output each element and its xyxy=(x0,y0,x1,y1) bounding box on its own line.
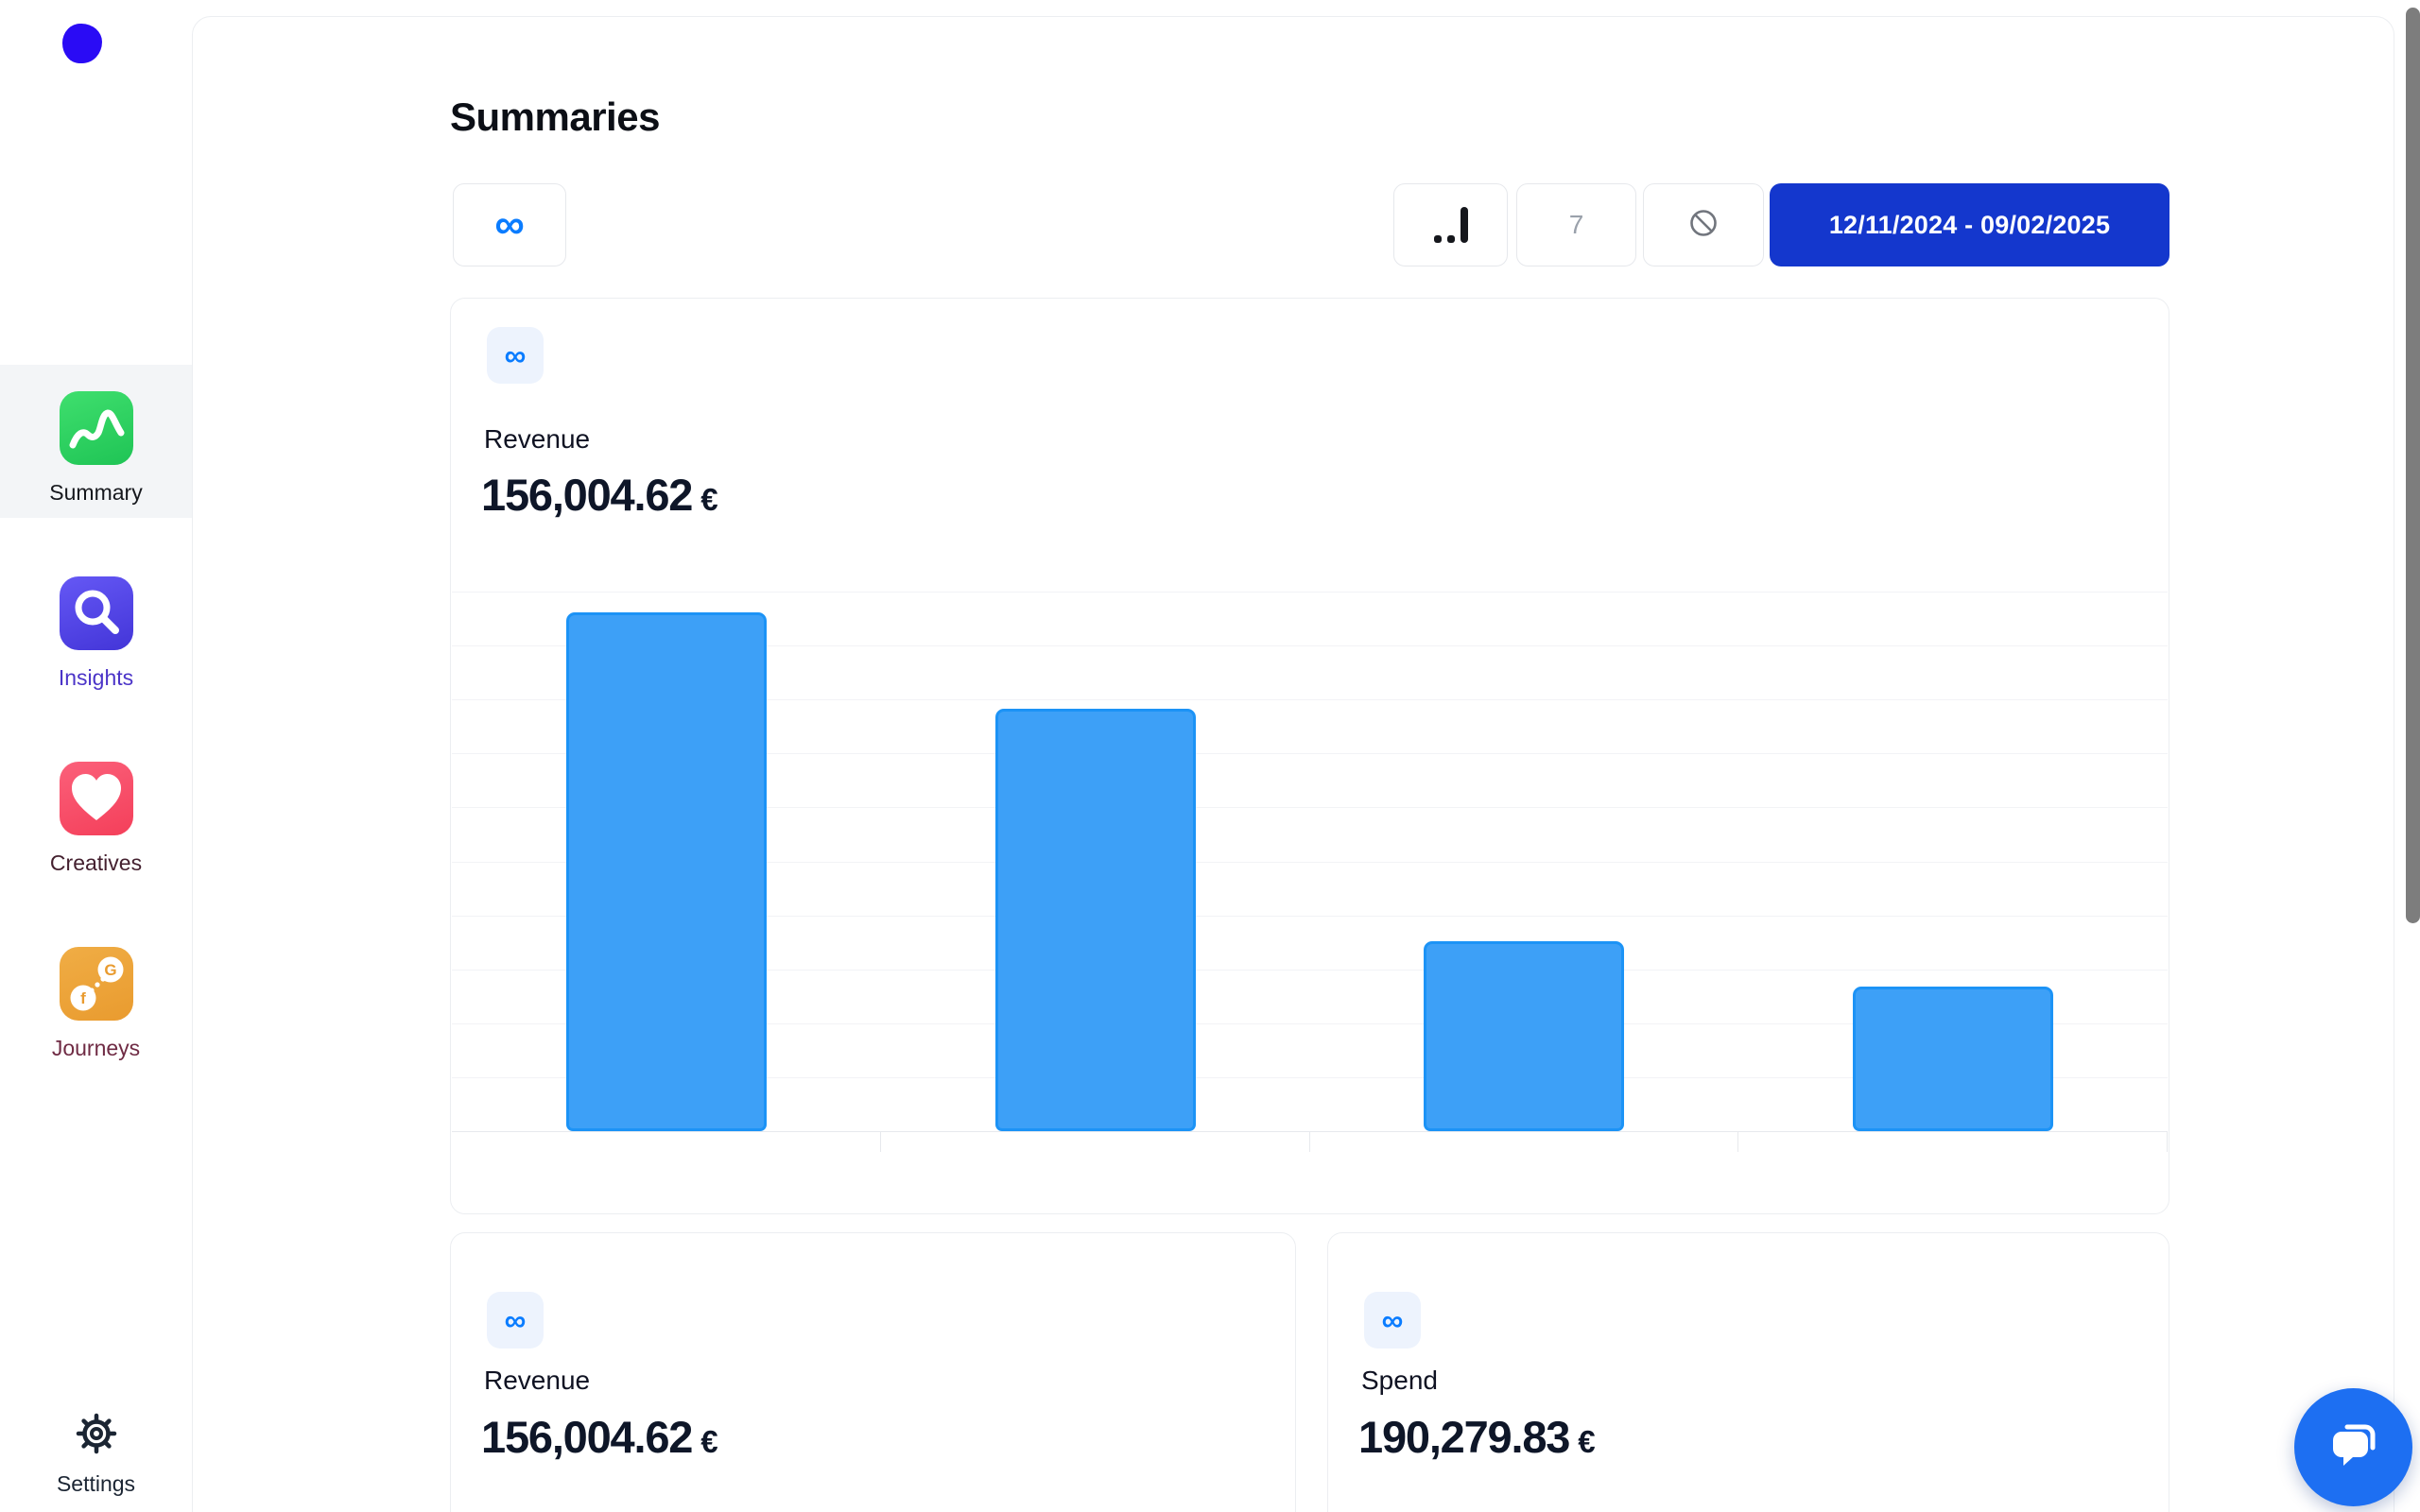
page-scrollbar-thumb[interactable] xyxy=(2406,8,2420,923)
meta-badge: ∞ xyxy=(487,327,544,384)
spend-metric-card: ∞ Spend 190,279.83 € xyxy=(1327,1232,2169,1512)
chart-gridline xyxy=(452,699,2168,701)
metric-value: 190,279.83 € xyxy=(1358,1411,1596,1463)
meta-logo-icon: ∞ xyxy=(504,338,527,372)
meta-logo-icon: ∞ xyxy=(504,1303,527,1337)
chart-bar xyxy=(1853,986,2054,1131)
svg-text:G: G xyxy=(104,961,116,979)
currency-symbol: € xyxy=(700,1424,718,1459)
disable-button[interactable] xyxy=(1643,183,1764,266)
sidebar-item-label: Insights xyxy=(58,665,134,690)
days-button-label: 7 xyxy=(1568,210,1584,239)
sidebar: Summary Insights Creatives G f xyxy=(0,0,192,1512)
chart-gridline xyxy=(452,915,2168,917)
sidebar-item-label: Summary xyxy=(49,480,143,505)
metric-value: 156,004.62 € xyxy=(481,1411,718,1463)
chart-axis-tick xyxy=(879,1131,881,1152)
page-title: Summaries xyxy=(450,94,660,139)
line-chart-icon xyxy=(59,391,133,465)
meta-badge: ∞ xyxy=(1364,1292,1421,1349)
chart-gridline xyxy=(452,861,2168,863)
chart-axis-tick xyxy=(2167,1131,2168,1152)
sidebar-item-label: Settings xyxy=(56,1471,136,1496)
gear-icon xyxy=(75,1412,118,1460)
metric-label: Revenue xyxy=(484,1366,591,1395)
chart-gridline xyxy=(452,592,2168,593)
meta-logo-icon: ∞ xyxy=(1381,1303,1404,1337)
chart-baseline xyxy=(452,1131,2168,1132)
chart-gridline xyxy=(452,807,2168,809)
metric-value: 156,004.62 € xyxy=(481,469,718,521)
metric-value-number: 190,279.83 xyxy=(1358,1412,1570,1462)
meta-logo-icon: ∞ xyxy=(494,201,525,248)
chart-bar xyxy=(1424,941,1625,1131)
days-button[interactable]: 7 xyxy=(1516,183,1636,266)
currency-symbol: € xyxy=(1578,1424,1596,1459)
bar-chart-icon xyxy=(1433,207,1468,243)
sidebar-item-journeys[interactable]: G f Journeys xyxy=(0,920,192,1074)
sidebar-item-settings[interactable]: Settings xyxy=(0,1412,192,1496)
chart-gridline xyxy=(452,969,2168,971)
brand-ring-icon[interactable] xyxy=(62,24,102,63)
chart-type-button[interactable] xyxy=(1393,183,1508,266)
currency-symbol: € xyxy=(700,482,718,517)
sidebar-item-creatives[interactable]: Creatives xyxy=(0,735,192,888)
chart-bar xyxy=(994,708,1196,1131)
prohibited-icon xyxy=(1686,206,1720,245)
sidebar-item-label: Journeys xyxy=(51,1036,141,1060)
chart-bar xyxy=(565,611,767,1131)
metric-value-number: 156,004.62 xyxy=(481,470,693,520)
heart-icon xyxy=(59,762,133,835)
chart-gridline xyxy=(452,753,2168,755)
chart-gridline xyxy=(452,1022,2168,1024)
chart-gridline xyxy=(452,1076,2168,1078)
magnifier-icon xyxy=(59,576,133,650)
meta-source-button[interactable]: ∞ xyxy=(453,183,566,266)
revenue-summary-card: ∞ Revenue 156,004.62 € xyxy=(450,298,2169,1214)
date-range-label: 12/11/2024 - 09/02/2025 xyxy=(1828,210,2111,239)
chat-bubbles-icon xyxy=(2324,1415,2384,1480)
date-range-button[interactable]: 12/11/2024 - 09/02/2025 xyxy=(1770,183,2169,266)
sidebar-item-insights[interactable]: Insights xyxy=(0,550,192,703)
svg-text:f: f xyxy=(80,989,86,1007)
sidebar-item-summary[interactable]: Summary xyxy=(0,365,192,518)
metric-label: Revenue xyxy=(484,424,591,454)
chart-axis-tick xyxy=(1308,1131,1310,1152)
chart-gridline xyxy=(452,645,2168,647)
metric-label: Spend xyxy=(1361,1366,1438,1395)
revenue-metric-card: ∞ Revenue 156,004.62 € xyxy=(450,1232,1296,1512)
chart-axis-tick xyxy=(1737,1131,1739,1152)
metric-value-number: 156,004.62 xyxy=(481,1412,693,1462)
sidebar-item-label: Creatives xyxy=(49,850,143,875)
chat-launcher-button[interactable] xyxy=(2294,1388,2412,1506)
meta-badge: ∞ xyxy=(487,1292,544,1349)
chart-plot xyxy=(452,592,2168,1152)
journey-icon: G f xyxy=(59,947,133,1021)
